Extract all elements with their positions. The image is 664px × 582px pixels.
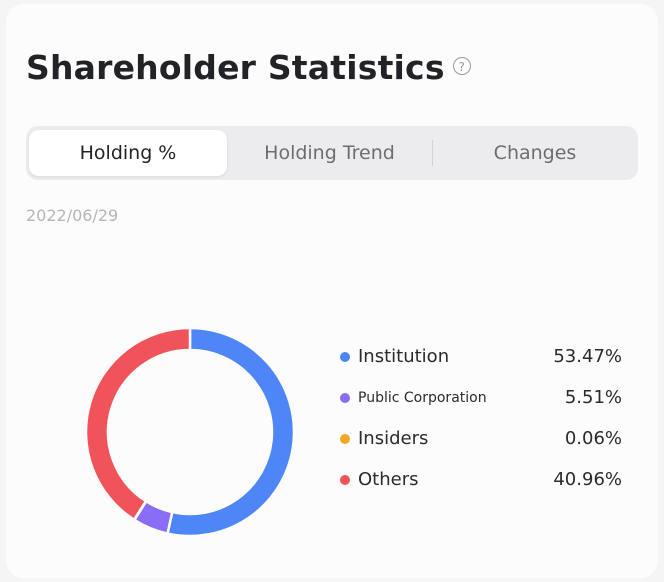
question-circle-icon[interactable]: ?: [452, 56, 471, 75]
legend-value: 5.51%: [564, 387, 622, 408]
legend-label: Others: [358, 469, 419, 490]
legend-item-institution: Institution 53.47%: [340, 336, 622, 377]
holding-donut-chart: [84, 326, 296, 538]
legend-value: 0.06%: [564, 428, 622, 449]
legend-item-public-corporation: Public Corporation 5.51%: [340, 377, 622, 418]
legend-label: Insiders: [358, 428, 429, 449]
legend-value: 53.47%: [553, 346, 622, 367]
legend-item-others: Others 40.96%: [340, 459, 622, 500]
title-row: Shareholder Statistics ?: [26, 48, 471, 87]
report-date: 2022/06/29: [26, 206, 119, 225]
tab-changes[interactable]: Changes: [493, 142, 577, 164]
legend-dot: [340, 433, 350, 444]
tab-divider: [432, 140, 433, 166]
legend-label: Institution: [358, 346, 450, 367]
legend-dot: [340, 392, 350, 403]
tab-bar: Holding % Holding Trend Changes: [26, 126, 638, 180]
legend-value: 40.96%: [553, 469, 622, 490]
donut-slice-others: [84, 326, 192, 522]
legend-dot: [340, 351, 350, 362]
page-title: Shareholder Statistics: [26, 48, 445, 87]
legend-dot: [340, 474, 350, 485]
legend-label: Public Corporation: [358, 389, 487, 406]
tab-holding-trend[interactable]: Holding Trend: [264, 142, 395, 164]
tab-holding-percent[interactable]: Holding %: [29, 130, 227, 176]
chart-legend: Institution 53.47% Public Corporation 5.…: [340, 336, 622, 500]
legend-item-insiders: Insiders 0.06%: [340, 418, 622, 459]
donut-slice-institution: [166, 326, 296, 538]
shareholder-statistics-card: Shareholder Statistics ? Holding % Holdi…: [6, 4, 658, 578]
